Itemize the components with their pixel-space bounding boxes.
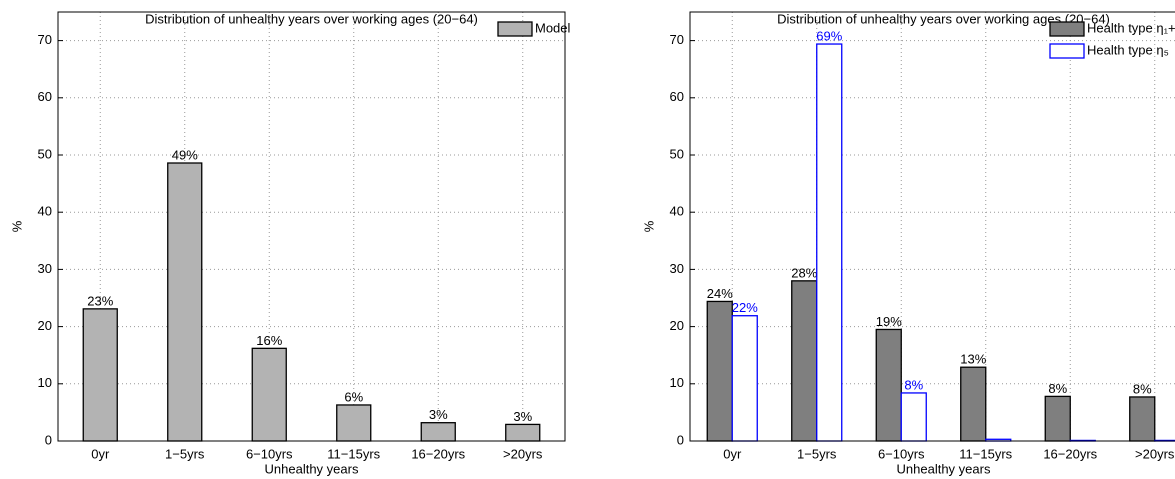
y-tick-label: 50 bbox=[670, 146, 684, 161]
plot-frame bbox=[689, 11, 1175, 442]
value-label: 8% bbox=[1133, 381, 1152, 396]
x-tick-label: >20yrs bbox=[503, 446, 543, 461]
x-tick-label: 11−15yrs bbox=[327, 446, 380, 461]
x-tick-label: 1−5yrs bbox=[165, 446, 205, 461]
chart-title: Distribution of unhealthy years over wor… bbox=[145, 11, 478, 26]
bar bbox=[791, 280, 818, 442]
x-tick-label: 16−20yrs bbox=[411, 446, 465, 461]
value-label: 19% bbox=[876, 314, 902, 329]
y-tick-label: 50 bbox=[38, 146, 52, 161]
value-label: 8% bbox=[1048, 381, 1067, 396]
y-tick-label: 20 bbox=[38, 318, 52, 333]
y-tick-label: 0 bbox=[677, 432, 684, 447]
value-label: 22% bbox=[732, 300, 758, 315]
x-tick-label: >20yrs bbox=[1135, 446, 1175, 461]
y-tick-label: 40 bbox=[670, 204, 684, 219]
value-label: 16% bbox=[256, 333, 282, 348]
x-tick-label: 1−5yrs bbox=[797, 446, 837, 461]
x-tick-label: 6−10yrs bbox=[878, 446, 925, 461]
x-tick-label: 0yr bbox=[91, 446, 110, 461]
y-tick-label: 20 bbox=[670, 318, 684, 333]
value-label: 3% bbox=[429, 407, 448, 422]
y-tick-label: 0 bbox=[45, 432, 52, 447]
y-tick-label: 30 bbox=[670, 261, 684, 276]
y-tick-label: 60 bbox=[38, 89, 52, 104]
legend-label: Model bbox=[535, 20, 571, 35]
y-tick-label: 40 bbox=[38, 204, 52, 219]
x-tick-label: 16−20yrs bbox=[1043, 446, 1097, 461]
value-label: 24% bbox=[707, 286, 733, 301]
y-tick-label: 30 bbox=[38, 261, 52, 276]
legend-swatch bbox=[1049, 43, 1085, 59]
legend-label: Health type η₅ bbox=[1087, 42, 1169, 57]
bar bbox=[82, 308, 118, 442]
value-label: 3% bbox=[513, 409, 532, 424]
bar bbox=[960, 366, 987, 442]
bar bbox=[731, 315, 758, 442]
value-label: 28% bbox=[791, 265, 817, 280]
bar bbox=[420, 422, 456, 442]
x-axis-label: Unhealthy years bbox=[265, 461, 359, 476]
x-axis-label: Unhealthy years bbox=[897, 461, 991, 476]
bar bbox=[505, 423, 541, 442]
y-tick-label: 70 bbox=[38, 32, 52, 47]
x-tick-label: 6−10yrs bbox=[246, 446, 293, 461]
chart-title: Distribution of unhealthy years over wor… bbox=[777, 11, 1110, 26]
bar bbox=[251, 347, 287, 442]
y-tick-label: 60 bbox=[670, 89, 684, 104]
value-label: 69% bbox=[816, 28, 842, 43]
y-axis-label: % bbox=[9, 220, 24, 232]
x-tick-label: 11−15yrs bbox=[959, 446, 1012, 461]
x-tick-label: 0yr bbox=[723, 446, 742, 461]
value-label: 23% bbox=[87, 293, 113, 308]
plot-frame bbox=[57, 11, 566, 442]
bar bbox=[1044, 395, 1071, 442]
bar bbox=[706, 300, 733, 442]
y-axis-label: % bbox=[641, 220, 656, 232]
bar bbox=[336, 404, 372, 442]
y-tick-label: 10 bbox=[38, 375, 52, 390]
value-label: 13% bbox=[960, 352, 986, 367]
bar bbox=[1129, 396, 1156, 442]
y-tick-label: 70 bbox=[670, 32, 684, 47]
bar bbox=[816, 43, 843, 442]
bar bbox=[875, 328, 902, 442]
value-label: 6% bbox=[344, 389, 363, 404]
bar bbox=[167, 162, 203, 442]
bar bbox=[900, 392, 927, 442]
legend-label: Health type η₁+η₂ bbox=[1087, 20, 1175, 35]
legend-swatch bbox=[497, 21, 533, 37]
value-label: 8% bbox=[904, 377, 923, 392]
value-label: 49% bbox=[172, 147, 198, 162]
y-tick-label: 10 bbox=[670, 375, 684, 390]
legend-swatch bbox=[1049, 21, 1085, 37]
